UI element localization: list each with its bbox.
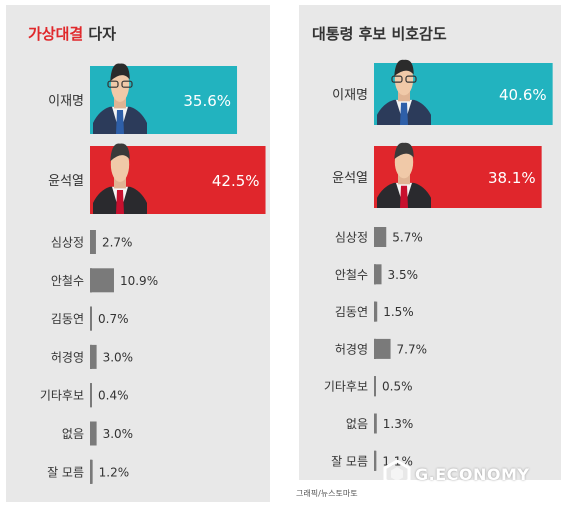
- category-label: 이재명: [48, 94, 84, 109]
- bar-group-row-4: 김동연 1.5%: [335, 301, 414, 322]
- watermark-text: G.ECONOMY: [415, 464, 530, 484]
- bar-group-row-4: 김동연 0.7%: [51, 306, 129, 331]
- yoon-suk-yeol-photo: [93, 143, 147, 214]
- bar-row-3: [90, 268, 114, 293]
- bar-row-7: [90, 421, 97, 446]
- bar-row-2: [374, 227, 387, 247]
- lee-jae-myung-photo: [377, 59, 431, 125]
- value-label: 5.7%: [392, 231, 423, 245]
- lee-jae-myung-photo: [93, 63, 147, 134]
- value-label: 0.7%: [98, 312, 129, 326]
- value-label: 38.1%: [488, 169, 536, 187]
- value-label: 3.0%: [103, 350, 134, 364]
- bar-group-row-0: 이재명 35.6%: [48, 63, 238, 134]
- value-label: 0.5%: [382, 380, 413, 394]
- yoon-suk-yeol-photo: [377, 142, 431, 208]
- bar-group-row-1: 윤석열 42.5%: [48, 143, 266, 214]
- bar-group-row-8: 잘 모름 1.2%: [47, 459, 130, 484]
- bar-group-row-7: 없음 3.0%: [62, 421, 134, 446]
- category-label: 김동연: [51, 312, 84, 326]
- category-label: 없음: [346, 417, 368, 431]
- category-label: 윤석열: [48, 174, 84, 189]
- bar-group-row-7: 없음 1.3%: [346, 413, 414, 434]
- left-bar-chart: 이재명 35.6% 윤석열 42.5% 심상정 2.7% 안철수 10.9% 김동연 0.7% 허경…: [40, 63, 266, 484]
- category-label: 허경영: [335, 342, 368, 356]
- left-chart-title-rest: 다자: [83, 25, 117, 43]
- value-label: 7.7%: [397, 342, 428, 356]
- value-label: 35.6%: [183, 92, 231, 110]
- bar-group-row-0: 이재명 40.6%: [332, 59, 553, 125]
- value-label: 1.2%: [99, 465, 130, 479]
- category-label: 잘 모름: [331, 454, 368, 468]
- category-label: 심상정: [51, 236, 84, 250]
- bar-row-8: [374, 450, 377, 471]
- category-label: 기타후보: [40, 389, 84, 403]
- left-chart-title: 가상대결 다자: [28, 23, 116, 44]
- bar-row-8: [90, 459, 93, 484]
- left-chart-panel: 가상대결 다자 이재명 35.6% 윤석열 42.5% 심상정 2.7% 안철수 10.9% 김…: [6, 5, 270, 502]
- bar-row-5: [90, 344, 97, 369]
- bar-row-6: [374, 376, 376, 397]
- bar-row-5: [374, 338, 391, 359]
- category-label: 윤석열: [332, 171, 368, 186]
- category-label: 허경영: [51, 350, 84, 364]
- right-chart-title: 대통령 후보 비호감도: [312, 25, 447, 43]
- category-label: 김동연: [335, 305, 368, 319]
- bar-group-row-3: 안철수 3.5%: [335, 264, 419, 285]
- category-label: 심상정: [335, 231, 368, 245]
- watermark: G.ECONOMY: [383, 460, 529, 488]
- graphic-source: 그래픽/뉴스토마토: [296, 489, 358, 498]
- value-label: 10.9%: [120, 274, 158, 288]
- bar-row-6: [90, 383, 92, 408]
- bar-group-row-5: 허경영 7.7%: [335, 338, 428, 359]
- category-label: 안철수: [335, 268, 368, 282]
- g-economy-logo-icon: [383, 460, 411, 488]
- bar-group-row-6: 기타후보 0.4%: [40, 383, 129, 408]
- category-label: 없음: [62, 427, 84, 441]
- bar-group-row-3: 안철수 10.9%: [51, 268, 158, 293]
- bar-group-row-2: 심상정 2.7%: [51, 230, 133, 254]
- value-label: 3.0%: [103, 427, 134, 441]
- value-label: 2.7%: [102, 236, 133, 250]
- category-label: 잘 모름: [47, 465, 84, 479]
- value-label: 1.3%: [383, 417, 414, 431]
- bar-group-row-2: 심상정 5.7%: [335, 227, 423, 247]
- value-label: 1.5%: [383, 305, 414, 319]
- bar-row-3: [374, 264, 382, 285]
- bar-row-4: [90, 306, 92, 331]
- left-chart-title-accent: 가상대결: [28, 25, 84, 43]
- category-label: 안철수: [51, 274, 84, 288]
- right-chart-panel: 대통령 후보 비호감도 이재명 40.6% 윤석열 38.1% 심상정 5.7% 안철수 3.…: [299, 5, 561, 480]
- bar-row-2: [90, 230, 96, 254]
- category-label: 이재명: [332, 88, 368, 103]
- value-label: 42.5%: [212, 172, 260, 190]
- value-label: 3.5%: [388, 268, 419, 282]
- value-label: 40.6%: [499, 86, 547, 104]
- bar-row-7: [374, 413, 377, 434]
- bar-row-4: [374, 301, 378, 322]
- bar-group-row-1: 윤석열 38.1%: [332, 142, 542, 208]
- category-label: 기타후보: [324, 380, 368, 394]
- value-label: 0.4%: [98, 389, 129, 403]
- bar-group-row-5: 허경영 3.0%: [51, 344, 134, 369]
- bar-group-row-6: 기타후보 0.5%: [324, 376, 413, 397]
- right-bar-chart: 이재명 40.6% 윤석열 38.1% 심상정 5.7% 안철수 3.5% 김동연 1.5% 허경영…: [324, 59, 553, 471]
